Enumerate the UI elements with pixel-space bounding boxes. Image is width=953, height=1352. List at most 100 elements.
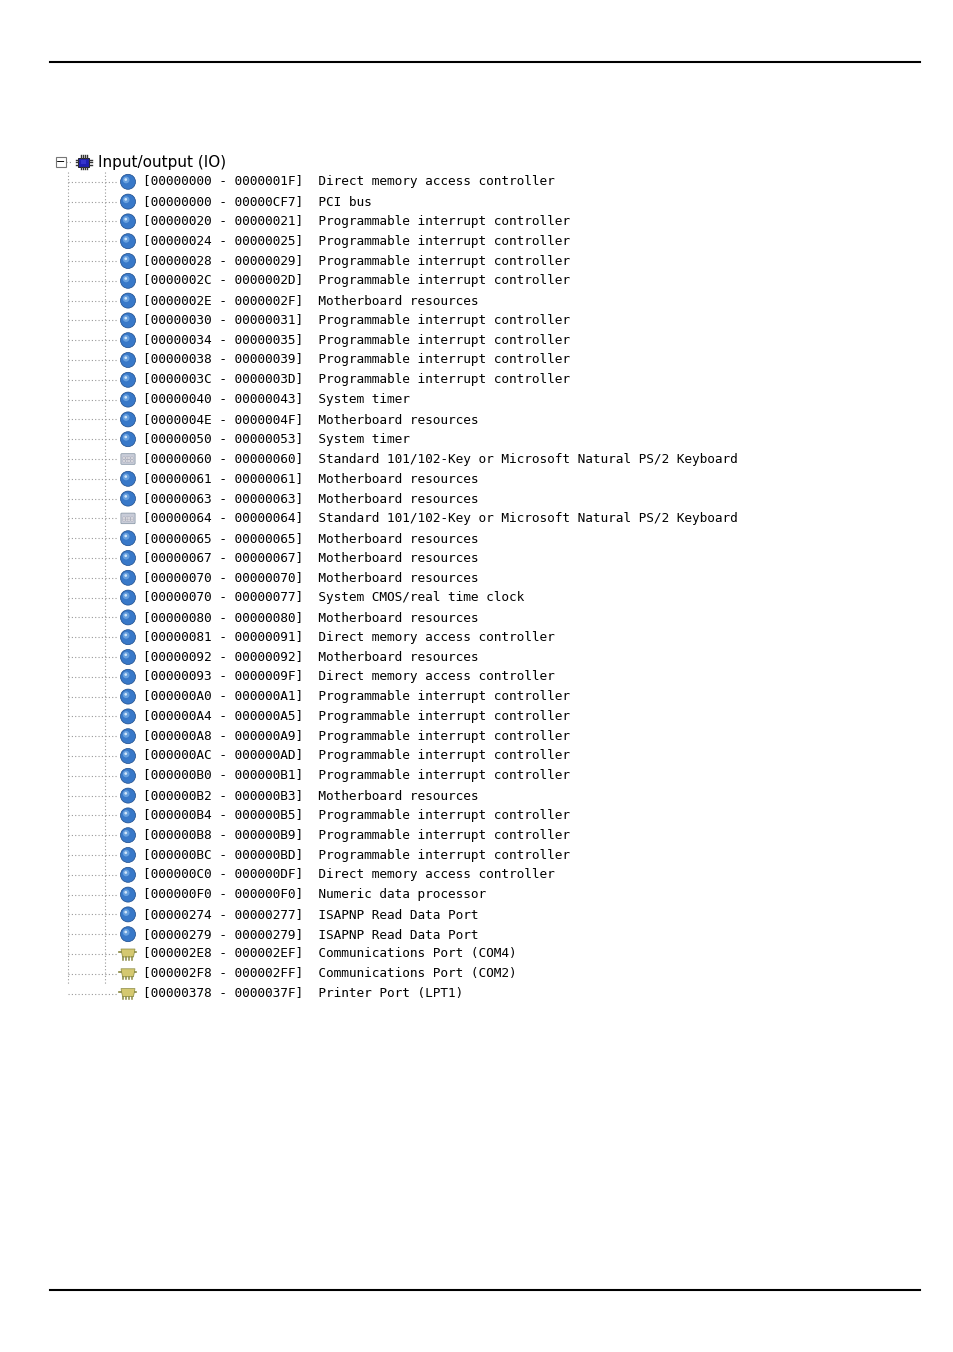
- Text: [0000002C - 0000002D]  Programmable interrupt controller: [0000002C - 0000002D] Programmable inter…: [143, 274, 569, 288]
- Circle shape: [120, 412, 135, 427]
- Text: [00000274 - 00000277]  ISAPNP Read Data Port: [00000274 - 00000277] ISAPNP Read Data P…: [143, 909, 478, 921]
- Circle shape: [124, 694, 127, 696]
- Circle shape: [124, 238, 127, 241]
- Text: [00000024 - 00000025]  Programmable interrupt controller: [00000024 - 00000025] Programmable inter…: [143, 235, 569, 247]
- Text: [00000040 - 00000043]  System timer: [00000040 - 00000043] System timer: [143, 393, 410, 406]
- Text: [00000020 - 00000021]  Programmable interrupt controller: [00000020 - 00000021] Programmable inter…: [143, 215, 569, 228]
- Circle shape: [123, 731, 130, 738]
- Circle shape: [123, 414, 130, 420]
- Circle shape: [120, 491, 135, 506]
- Circle shape: [120, 867, 135, 883]
- Circle shape: [123, 612, 130, 619]
- Circle shape: [124, 416, 127, 419]
- Circle shape: [123, 335, 130, 342]
- Circle shape: [124, 197, 127, 200]
- Circle shape: [120, 531, 135, 546]
- Text: [000000B0 - 000000B1]  Programmable interrupt controller: [000000B0 - 000000B1] Programmable inter…: [143, 769, 569, 783]
- Text: [00000028 - 00000029]  Programmable interrupt controller: [00000028 - 00000029] Programmable inter…: [143, 254, 569, 268]
- Circle shape: [123, 493, 130, 500]
- Circle shape: [124, 733, 127, 735]
- Circle shape: [123, 909, 130, 915]
- Circle shape: [120, 571, 135, 585]
- Text: [000000A8 - 000000A9]  Programmable interrupt controller: [000000A8 - 000000A9] Programmable inter…: [143, 730, 569, 742]
- Circle shape: [123, 691, 130, 698]
- Text: [00000034 - 00000035]  Programmable interrupt controller: [00000034 - 00000035] Programmable inter…: [143, 334, 569, 346]
- Circle shape: [120, 372, 135, 387]
- Text: [00000080 - 00000080]  Motherboard resources: [00000080 - 00000080] Motherboard resour…: [143, 611, 478, 623]
- Text: [00000067 - 00000067]  Motherboard resources: [00000067 - 00000067] Motherboard resour…: [143, 552, 478, 565]
- Circle shape: [120, 195, 135, 210]
- Circle shape: [120, 610, 135, 625]
- Text: [00000070 - 00000070]  Motherboard resources: [00000070 - 00000070] Motherboard resour…: [143, 572, 478, 584]
- Circle shape: [124, 811, 127, 814]
- Circle shape: [124, 376, 127, 379]
- Bar: [123, 516, 125, 519]
- Circle shape: [120, 729, 135, 744]
- Text: [00000081 - 00000091]  Direct memory access controller: [00000081 - 00000091] Direct memory acce…: [143, 630, 554, 644]
- Circle shape: [120, 254, 135, 269]
- Text: [000000B8 - 000000B9]  Programmable interrupt controller: [000000B8 - 000000B9] Programmable inter…: [143, 829, 569, 842]
- Circle shape: [120, 392, 135, 407]
- Bar: [131, 516, 132, 519]
- Circle shape: [123, 890, 130, 896]
- FancyBboxPatch shape: [121, 514, 135, 523]
- Circle shape: [120, 273, 135, 288]
- Circle shape: [120, 550, 135, 565]
- Circle shape: [120, 926, 135, 942]
- Bar: [131, 457, 132, 460]
- Circle shape: [123, 315, 130, 322]
- Circle shape: [120, 312, 135, 329]
- Circle shape: [124, 257, 127, 260]
- Circle shape: [123, 295, 130, 301]
- Circle shape: [124, 792, 127, 795]
- Bar: [128, 457, 130, 460]
- Circle shape: [123, 395, 130, 402]
- Circle shape: [124, 218, 127, 220]
- Circle shape: [123, 652, 130, 658]
- FancyBboxPatch shape: [121, 454, 135, 464]
- Circle shape: [124, 594, 127, 596]
- Bar: [128, 519, 130, 521]
- Circle shape: [120, 174, 135, 189]
- Bar: [126, 457, 128, 460]
- Circle shape: [123, 631, 130, 638]
- Text: [00000038 - 00000039]  Programmable interrupt controller: [00000038 - 00000039] Programmable inter…: [143, 353, 569, 366]
- Text: [000000A4 - 000000A5]  Programmable interrupt controller: [000000A4 - 000000A5] Programmable inter…: [143, 710, 569, 723]
- Bar: [123, 519, 125, 521]
- Bar: [128, 516, 130, 519]
- Circle shape: [123, 533, 130, 539]
- Circle shape: [124, 871, 127, 873]
- Circle shape: [124, 178, 127, 181]
- Text: [00000000 - 0000001F]  Direct memory access controller: [00000000 - 0000001F] Direct memory acce…: [143, 176, 554, 188]
- Bar: [81, 160, 87, 164]
- Circle shape: [124, 396, 127, 399]
- Circle shape: [123, 375, 130, 381]
- Circle shape: [124, 653, 127, 656]
- Circle shape: [120, 234, 135, 249]
- Circle shape: [123, 750, 130, 757]
- Text: [00000030 - 00000031]  Programmable interrupt controller: [00000030 - 00000031] Programmable inter…: [143, 314, 569, 327]
- Circle shape: [124, 297, 127, 300]
- Circle shape: [124, 316, 127, 319]
- Text: [000000B2 - 000000B3]  Motherboard resources: [000000B2 - 000000B3] Motherboard resour…: [143, 790, 478, 802]
- Circle shape: [123, 572, 130, 579]
- Text: [000000BC - 000000BD]  Programmable interrupt controller: [000000BC - 000000BD] Programmable inter…: [143, 849, 569, 861]
- Bar: [131, 519, 132, 521]
- Circle shape: [123, 711, 130, 718]
- Circle shape: [124, 930, 127, 933]
- Bar: [56, 157, 66, 168]
- Circle shape: [124, 554, 127, 557]
- Circle shape: [124, 495, 127, 498]
- Circle shape: [123, 434, 130, 441]
- Text: [00000065 - 00000065]  Motherboard resources: [00000065 - 00000065] Motherboard resour…: [143, 531, 478, 545]
- Circle shape: [120, 907, 135, 922]
- Circle shape: [123, 196, 130, 203]
- Circle shape: [120, 708, 135, 723]
- Text: Input/output (IO): Input/output (IO): [98, 154, 226, 169]
- Circle shape: [124, 337, 127, 339]
- Circle shape: [123, 810, 130, 817]
- Circle shape: [124, 831, 127, 834]
- Circle shape: [120, 472, 135, 487]
- Text: [000000A0 - 000000A1]  Programmable interrupt controller: [000000A0 - 000000A1] Programmable inter…: [143, 690, 569, 703]
- Text: [000000C0 - 000000DF]  Direct memory access controller: [000000C0 - 000000DF] Direct memory acce…: [143, 868, 554, 882]
